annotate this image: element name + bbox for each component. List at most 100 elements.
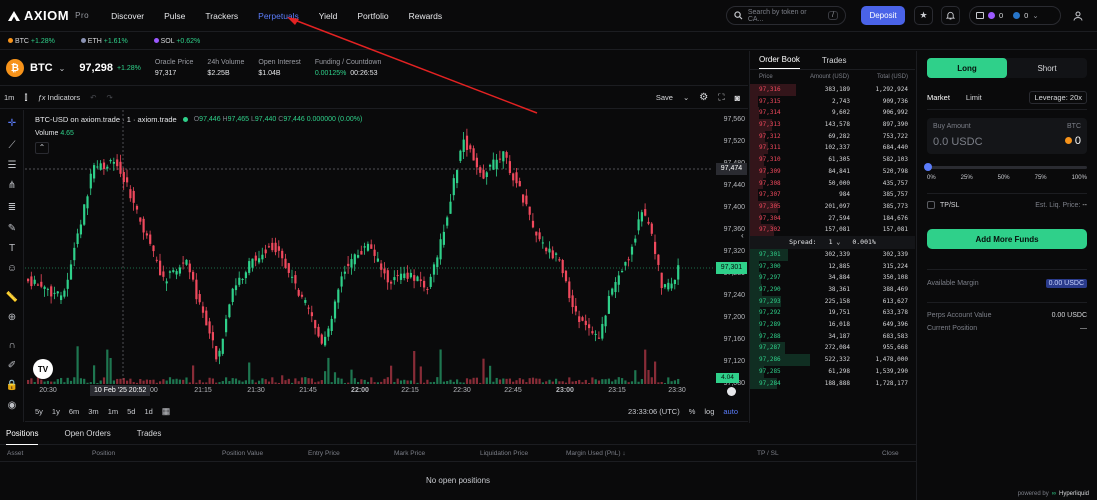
orderbook-row[interactable]: 97,315 2,743 909,736 xyxy=(750,95,915,108)
chevron-down-icon[interactable]: ⌄ xyxy=(682,93,690,102)
orderbook-row[interactable]: 97,312 69,282 753,722 xyxy=(750,130,915,143)
orderbook-row[interactable]: 97,289 16,018 649,396 xyxy=(750,319,915,331)
collapse-legend-button[interactable]: ⌃ xyxy=(35,142,49,154)
ticker-eth[interactable]: ETH +1.61% xyxy=(80,37,128,45)
tab-trades[interactable]: Trades xyxy=(136,429,162,438)
amount-slider[interactable] xyxy=(924,163,1087,171)
eye-icon[interactable]: ◉ xyxy=(7,400,17,411)
fib-icon[interactable]: ≣ xyxy=(7,202,17,213)
orderbook-row[interactable]: 97,293 225,158 613,627 xyxy=(750,295,915,308)
chevron-left-icon[interactable]: ‹ xyxy=(741,231,744,240)
candle-type-icon[interactable]: ⫾ xyxy=(24,92,28,103)
range-1m[interactable]: 1m xyxy=(107,407,119,416)
auto-toggle[interactable]: auto xyxy=(723,407,738,416)
lock-icon[interactable]: 🔒 xyxy=(5,380,19,391)
zoom-icon[interactable]: ⊕ xyxy=(7,312,17,323)
brand[interactable]: AXIOM Pro xyxy=(8,8,89,23)
horizontal-lines-icon[interactable]: ☰ xyxy=(7,160,17,171)
orderbook-row[interactable]: 97,311 102,337 684,440 xyxy=(750,142,915,155)
orderbook-row[interactable]: 97,301 302,339 302,339 xyxy=(750,248,915,261)
orderbook-row[interactable]: 97,300 12,885 315,224 xyxy=(750,260,915,273)
settings-icon[interactable]: ⚙ xyxy=(699,92,709,103)
range-1y[interactable]: 1y xyxy=(51,407,60,416)
orderbook-row[interactable]: 97,304 27,594 184,676 xyxy=(750,212,915,225)
utc-time[interactable]: 23:33:06 (UTC) xyxy=(628,407,680,416)
scroll-handle-icon[interactable] xyxy=(727,387,736,396)
brush-icon[interactable]: ✎ xyxy=(7,223,17,234)
chevron-down-icon[interactable]: ⌄ xyxy=(58,63,66,73)
orderbook-row[interactable]: 97,287 272,084 955,668 xyxy=(750,342,915,355)
undo-icon[interactable]: ↶ xyxy=(90,93,97,102)
nav-perpetuals[interactable]: Perpetuals xyxy=(258,10,299,21)
orderbook-row[interactable]: 97,285 61,298 1,539,290 xyxy=(750,365,915,378)
redo-icon[interactable]: ↷ xyxy=(106,93,113,102)
fullscreen-icon[interactable]: ⛶ xyxy=(718,92,725,102)
nav-trackers[interactable]: Trackers xyxy=(205,10,239,21)
range-3m[interactable]: 3m xyxy=(88,407,99,416)
tab-limit[interactable]: Limit xyxy=(965,93,982,102)
short-button[interactable]: Short xyxy=(1037,63,1057,73)
orderbook-row[interactable]: 97,313 143,578 897,390 xyxy=(750,119,915,131)
search-input[interactable]: Search by token or CA... / xyxy=(726,6,846,25)
add-funds-button[interactable]: Add More Funds xyxy=(927,229,1087,249)
trendline-icon[interactable]: ⟋ xyxy=(8,140,16,151)
orderbook-row[interactable]: 97,307 984 385,757 xyxy=(750,189,915,201)
slider-handle[interactable] xyxy=(924,163,932,171)
buy-amount-field[interactable]: Buy Amount BTC 0.0 USDC 0 xyxy=(927,118,1087,154)
range-5d[interactable]: 5d xyxy=(127,407,136,416)
magnet-icon[interactable]: ∩ xyxy=(8,340,16,351)
save-button[interactable]: Save xyxy=(655,93,673,102)
ruler-icon[interactable]: 📏 xyxy=(5,292,19,303)
orderbook-row[interactable]: 97,284 188,888 1,728,177 xyxy=(750,377,915,390)
bell-icon[interactable] xyxy=(941,6,960,25)
tab-positions[interactable]: Positions xyxy=(6,423,39,445)
orderbook-row[interactable]: 97,302 157,081 157,081 xyxy=(750,224,915,236)
range-1d[interactable]: 1d xyxy=(144,407,153,416)
user-icon[interactable] xyxy=(1068,6,1087,25)
camera-icon[interactable]: ◙ xyxy=(734,92,740,103)
tab-open-orders[interactable]: Open Orders xyxy=(64,429,111,438)
emoji-icon[interactable]: ☺ xyxy=(6,263,18,274)
tab-order-book[interactable]: Order Book xyxy=(759,51,800,69)
calendar-icon[interactable]: ▦ xyxy=(161,406,171,416)
price-chart[interactable]: BTC-USD on axiom.trade · 1 · axiom.trade… xyxy=(25,110,713,402)
leverage-button[interactable]: Leverage: 20x xyxy=(1029,91,1087,104)
nav-rewards[interactable]: Rewards xyxy=(408,10,443,21)
crosshair-icon[interactable]: ✛ xyxy=(7,118,17,129)
tpsl-checkbox[interactable] xyxy=(927,201,935,209)
orderbook-row[interactable]: 97,305 201,097 385,773 xyxy=(750,200,915,213)
long-button[interactable]: Long xyxy=(927,58,1007,78)
orderbook-row[interactable]: 97,292 19,751 633,378 xyxy=(750,307,915,320)
tradingview-logo[interactable]: TV xyxy=(33,359,53,379)
ticker-sol[interactable]: SOL +0.62% xyxy=(153,37,200,45)
indicators-button[interactable]: ƒx Indicators xyxy=(37,93,81,102)
pitchfork-icon[interactable]: ⋔ xyxy=(7,180,17,191)
tab-trades[interactable]: Trades xyxy=(821,55,847,65)
orderbook-row[interactable]: 97,310 61,305 582,103 xyxy=(750,154,915,166)
orderbook-row[interactable]: 97,297 34,884 350,108 xyxy=(750,272,915,284)
price-axis[interactable]: 97,56097,52097,48097,44097,40097,36097,3… xyxy=(713,110,748,402)
range-6m[interactable]: 6m xyxy=(68,407,80,416)
spread-step-select[interactable]: 1 ⌄ xyxy=(828,238,841,247)
wallet-button[interactable]: 0 0 ⌄ xyxy=(969,6,1061,25)
orderbook-row[interactable]: 97,308 50,000 435,757 xyxy=(750,177,915,190)
interval-select[interactable]: 1m xyxy=(4,93,15,102)
log-toggle[interactable]: log xyxy=(704,407,715,416)
text-icon[interactable]: T xyxy=(8,243,16,254)
orderbook-row[interactable]: 97,309 84,841 520,798 xyxy=(750,165,915,178)
nav-portfolio[interactable]: Portfolio xyxy=(357,10,389,21)
tab-market[interactable]: Market xyxy=(927,93,950,102)
nav-yield[interactable]: Yield xyxy=(318,10,338,21)
star-icon[interactable]: ★ xyxy=(914,6,933,25)
orderbook-row[interactable]: 97,290 38,361 388,469 xyxy=(750,284,915,296)
lock-drawing-icon[interactable]: ✐ xyxy=(7,360,17,371)
nav-discover[interactable]: Discover xyxy=(111,10,145,21)
orderbook-row[interactable]: 97,316 383,189 1,292,924 xyxy=(750,84,915,96)
time-axis[interactable]: 20:3021:0021:1521:3021:4522:0022:1522:30… xyxy=(25,384,713,400)
deposit-button[interactable]: Deposit xyxy=(861,6,905,25)
percent-toggle[interactable]: % xyxy=(688,407,696,416)
nav-pulse[interactable]: Pulse xyxy=(164,10,186,21)
orderbook-row[interactable]: 97,288 34,187 683,583 xyxy=(750,330,915,343)
range-5y[interactable]: 5y xyxy=(35,407,43,416)
orderbook-row[interactable]: 97,286 522,332 1,478,000 xyxy=(750,354,915,366)
